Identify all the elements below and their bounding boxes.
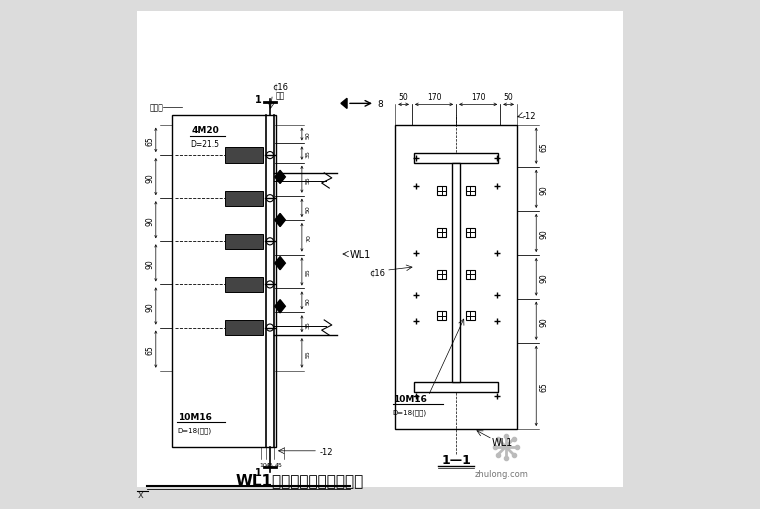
- Bar: [225, 320, 263, 335]
- Bar: [225, 234, 263, 249]
- Bar: [437, 312, 446, 321]
- Bar: [225, 191, 263, 207]
- Text: 10M16: 10M16: [178, 412, 212, 421]
- Polygon shape: [275, 300, 285, 313]
- Text: 90: 90: [540, 229, 548, 238]
- Bar: [466, 312, 475, 321]
- Bar: [414, 382, 498, 392]
- Text: D=18(优螺): D=18(优螺): [393, 408, 427, 415]
- Text: 1—1: 1—1: [441, 453, 471, 466]
- Bar: [437, 270, 446, 279]
- Bar: [466, 228, 475, 237]
- Text: 原结构: 原结构: [149, 103, 163, 112]
- Text: WL1: WL1: [350, 249, 371, 260]
- Text: WL1与原结构连接图（铰）: WL1与原结构连接图（铰）: [236, 472, 364, 487]
- Text: 65: 65: [145, 345, 154, 354]
- Text: 65: 65: [145, 136, 154, 146]
- Text: 90: 90: [145, 301, 154, 312]
- Text: 50: 50: [399, 93, 408, 102]
- Text: 70: 70: [306, 234, 311, 242]
- Text: ¢16: ¢16: [369, 268, 385, 277]
- Bar: [414, 153, 498, 163]
- Bar: [437, 228, 446, 237]
- Text: 90: 90: [145, 215, 154, 225]
- Text: 45: 45: [266, 462, 274, 467]
- Text: D=21.5: D=21.5: [191, 140, 220, 149]
- Text: 50: 50: [306, 205, 311, 212]
- Text: 35: 35: [306, 150, 311, 158]
- Text: 65: 65: [540, 381, 548, 391]
- Bar: [225, 277, 263, 293]
- Text: 170: 170: [471, 93, 486, 102]
- Text: 10M16: 10M16: [393, 394, 426, 403]
- Text: 50: 50: [306, 131, 311, 138]
- Text: 垫件: 垫件: [275, 92, 285, 101]
- Polygon shape: [341, 99, 347, 109]
- Polygon shape: [275, 257, 285, 270]
- Bar: [466, 187, 475, 196]
- Text: 50: 50: [504, 93, 514, 102]
- Bar: [172, 115, 276, 447]
- Bar: [225, 148, 263, 163]
- Text: 35: 35: [306, 320, 311, 328]
- Text: D=18(优螺): D=18(优螺): [178, 427, 212, 434]
- Text: 90: 90: [145, 259, 154, 268]
- Text: 55: 55: [306, 268, 311, 276]
- Text: 90: 90: [145, 173, 154, 182]
- Text: 4M20: 4M20: [191, 126, 219, 135]
- Bar: [452, 163, 460, 382]
- Text: 55: 55: [306, 349, 311, 357]
- Text: 65: 65: [540, 142, 548, 151]
- Text: 45: 45: [275, 462, 283, 467]
- Text: 1: 1: [255, 95, 262, 105]
- Text: -12: -12: [319, 447, 333, 457]
- Text: 90: 90: [540, 316, 548, 326]
- Text: zhulong.com: zhulong.com: [475, 469, 529, 477]
- Text: 90: 90: [540, 185, 548, 194]
- Polygon shape: [275, 214, 285, 227]
- Text: 170: 170: [427, 93, 442, 102]
- Text: ¢16: ¢16: [272, 83, 288, 92]
- Text: 1: 1: [255, 467, 262, 477]
- Text: 50: 50: [306, 297, 311, 305]
- Bar: [395, 125, 517, 429]
- Text: WL1: WL1: [492, 437, 513, 447]
- Text: 55: 55: [306, 176, 311, 184]
- Bar: [466, 270, 475, 279]
- Bar: [437, 187, 446, 196]
- Polygon shape: [275, 171, 285, 184]
- Text: 8: 8: [378, 100, 383, 108]
- Text: -12: -12: [523, 112, 537, 121]
- Text: x: x: [138, 490, 144, 499]
- Text: 90: 90: [540, 272, 548, 282]
- Text: 10: 10: [259, 462, 268, 467]
